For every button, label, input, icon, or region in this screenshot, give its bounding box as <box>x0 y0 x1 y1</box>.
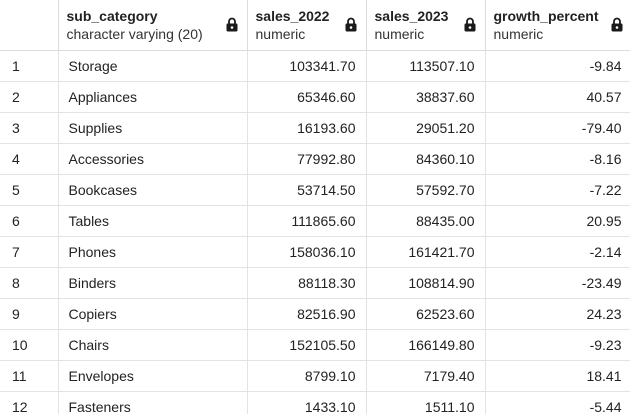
cell-sales-2023[interactable]: 29051.20 <box>366 112 486 144</box>
table-row[interactable]: 9 Copiers 82516.90 62523.60 24.23 <box>0 298 630 330</box>
table-row[interactable]: 2 Appliances 65346.60 38837.60 40.57 <box>0 81 630 113</box>
row-number[interactable]: 3 <box>0 112 59 144</box>
column-name: growth_percent <box>493 8 599 24</box>
table-row[interactable]: 3 Supplies 16193.60 29051.20 -79.40 <box>0 112 630 144</box>
cell-sales-2023[interactable]: 161421.70 <box>366 236 486 268</box>
cell-sub-category[interactable]: Binders <box>58 267 248 299</box>
cell-sub-category[interactable]: Appliances <box>58 81 248 113</box>
cell-sales-2023[interactable]: 113507.10 <box>366 50 486 82</box>
row-number[interactable]: 6 <box>0 205 59 237</box>
table-row[interactable]: 6 Tables 111865.60 88435.00 20.95 <box>0 205 630 237</box>
table-body: 1 Storage 103341.70 113507.10 -9.84 2 Applianc… <box>0 50 630 414</box>
column-header-sub-category[interactable]: sub_category character varying (20) <box>58 0 248 51</box>
table-header: sub_category character varying (20) sale… <box>0 0 630 51</box>
table-row[interactable]: 4 Accessories 77992.80 84360.10 -8.16 <box>0 143 630 175</box>
column-name: sales_2022 <box>255 8 330 24</box>
cell-sales-2022[interactable]: 88118.30 <box>247 267 367 299</box>
table-row[interactable]: 10 Chairs 152105.50 166149.80 -9.23 <box>0 329 630 361</box>
table-row[interactable]: 11 Envelopes 8799.10 7179.40 18.41 <box>0 360 630 392</box>
cell-sales-2022[interactable]: 111865.60 <box>247 205 367 237</box>
cell-sales-2023[interactable]: 62523.60 <box>366 298 486 330</box>
cell-growth-percent[interactable]: -23.49 <box>485 267 630 299</box>
column-name: sales_2023 <box>374 8 449 24</box>
cell-growth-percent[interactable]: -79.40 <box>485 112 630 144</box>
lock-icon <box>345 17 356 32</box>
cell-sales-2023[interactable]: 166149.80 <box>366 329 486 361</box>
cell-sub-category[interactable]: Phones <box>58 236 248 268</box>
table-row[interactable]: 7 Phones 158036.10 161421.70 -2.14 <box>0 236 630 268</box>
cell-sales-2023[interactable]: 84360.10 <box>366 143 486 175</box>
cell-sales-2022[interactable]: 103341.70 <box>247 50 367 82</box>
cell-growth-percent[interactable]: 18.41 <box>485 360 630 392</box>
column-header-sales-2023[interactable]: sales_2023 numeric <box>366 0 486 51</box>
column-name: sub_category <box>66 8 158 24</box>
cell-sales-2023[interactable]: 88435.00 <box>366 205 486 237</box>
column-type: numeric <box>493 26 544 42</box>
row-number-header[interactable] <box>0 0 59 51</box>
cell-sales-2023[interactable]: 57592.70 <box>366 174 486 206</box>
row-number[interactable]: 1 <box>0 50 59 82</box>
cell-growth-percent[interactable]: -5.44 <box>485 391 630 414</box>
cell-sales-2023[interactable]: 108814.90 <box>366 267 486 299</box>
row-number[interactable]: 8 <box>0 267 59 299</box>
table-row[interactable]: 5 Bookcases 53714.50 57592.70 -7.22 <box>0 174 630 206</box>
cell-sub-category[interactable]: Bookcases <box>58 174 248 206</box>
cell-sales-2023[interactable]: 38837.60 <box>366 81 486 113</box>
cell-sales-2023[interactable]: 7179.40 <box>366 360 486 392</box>
cell-sales-2022[interactable]: 16193.60 <box>247 112 367 144</box>
cell-growth-percent[interactable]: -2.14 <box>485 236 630 268</box>
cell-sub-category[interactable]: Supplies <box>58 112 248 144</box>
cell-growth-percent[interactable]: -9.23 <box>485 329 630 361</box>
lock-icon <box>226 17 237 32</box>
row-number[interactable]: 10 <box>0 329 59 361</box>
table-row[interactable]: 12 Fasteners 1433.10 1511.10 -5.44 <box>0 391 630 414</box>
lock-icon <box>611 17 622 32</box>
cell-sub-category[interactable]: Copiers <box>58 298 248 330</box>
cell-sub-category[interactable]: Chairs <box>58 329 248 361</box>
row-number[interactable]: 2 <box>0 81 59 113</box>
cell-growth-percent[interactable]: -7.22 <box>485 174 630 206</box>
cell-sub-category[interactable]: Accessories <box>58 143 248 175</box>
row-number[interactable]: 7 <box>0 236 59 268</box>
column-type: numeric <box>374 26 425 42</box>
cell-sales-2022[interactable]: 53714.50 <box>247 174 367 206</box>
cell-sales-2022[interactable]: 158036.10 <box>247 236 367 268</box>
cell-sales-2022[interactable]: 82516.90 <box>247 298 367 330</box>
row-number[interactable]: 11 <box>0 360 59 392</box>
cell-sub-category[interactable]: Envelopes <box>58 360 248 392</box>
row-number[interactable]: 4 <box>0 143 59 175</box>
cell-sub-category[interactable]: Tables <box>58 205 248 237</box>
cell-sales-2022[interactable]: 65346.60 <box>247 81 367 113</box>
column-header-sales-2022[interactable]: sales_2022 numeric <box>247 0 367 51</box>
cell-sales-2022[interactable]: 77992.80 <box>247 143 367 175</box>
lock-icon <box>464 17 475 32</box>
column-header-growth-percent[interactable]: growth_percent numeric <box>485 0 630 51</box>
row-number[interactable]: 5 <box>0 174 59 206</box>
row-number[interactable]: 12 <box>0 391 59 414</box>
cell-growth-percent[interactable]: 24.23 <box>485 298 630 330</box>
cell-sub-category[interactable]: Fasteners <box>58 391 248 414</box>
column-type: character varying (20) <box>66 26 203 42</box>
row-number[interactable]: 9 <box>0 298 59 330</box>
cell-growth-percent[interactable]: -8.16 <box>485 143 630 175</box>
table-row[interactable]: 8 Binders 88118.30 108814.90 -23.49 <box>0 267 630 299</box>
table-row[interactable]: 1 Storage 103341.70 113507.10 -9.84 <box>0 50 630 82</box>
cell-growth-percent[interactable]: 40.57 <box>485 81 630 113</box>
cell-sales-2022[interactable]: 152105.50 <box>247 329 367 361</box>
cell-sales-2023[interactable]: 1511.10 <box>366 391 486 414</box>
cell-sub-category[interactable]: Storage <box>58 50 248 82</box>
column-type: numeric <box>255 26 306 42</box>
cell-growth-percent[interactable]: 20.95 <box>485 205 630 237</box>
cell-growth-percent[interactable]: -9.84 <box>485 50 630 82</box>
cell-sales-2022[interactable]: 1433.10 <box>247 391 367 414</box>
cell-sales-2022[interactable]: 8799.10 <box>247 360 367 392</box>
